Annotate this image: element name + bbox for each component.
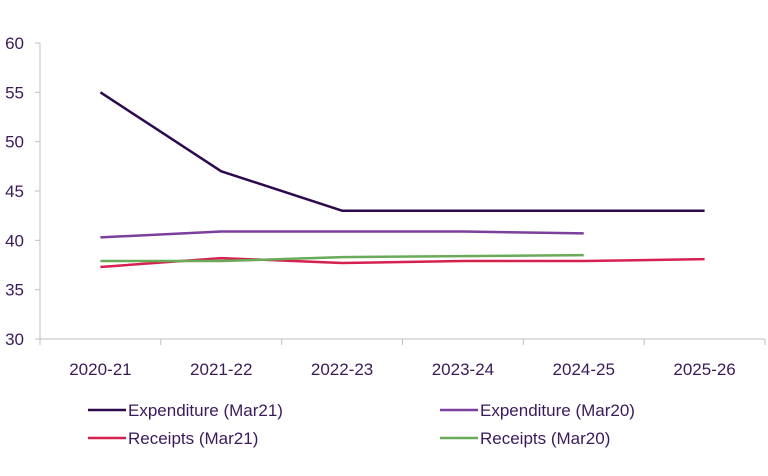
y-tick-label: 45 [5, 182, 24, 201]
x-tick-label: 2024-25 [553, 360, 615, 379]
legend-label: Expenditure (Mar20) [480, 401, 635, 420]
y-tick-label: 40 [5, 231, 24, 250]
series-line-2 [100, 258, 704, 267]
legend-item: Expenditure (Mar20) [440, 401, 635, 420]
series-line-0 [100, 92, 704, 210]
x-tick-label: 2021-22 [190, 360, 252, 379]
legend-label: Expenditure (Mar21) [128, 401, 283, 420]
x-tick-label: 2022-23 [311, 360, 373, 379]
y-tick-label: 60 [5, 34, 24, 53]
series-lines [100, 92, 704, 267]
x-tick-label: 2023-24 [432, 360, 494, 379]
series-line-1 [100, 231, 583, 237]
y-tick-label: 55 [5, 83, 24, 102]
legend-item: Expenditure (Mar21) [88, 401, 283, 420]
legend-item: Receipts (Mar20) [440, 429, 610, 448]
x-tick-label: 2020-21 [69, 360, 131, 379]
x-tick-label: 2025-26 [673, 360, 735, 379]
y-tick-label: 30 [5, 330, 24, 349]
axes: 30 35 40 45 50 55 60 2020-21 2021-22 2022-23 2023-… [5, 34, 765, 379]
legend-label: Receipts (Mar20) [480, 429, 610, 448]
legend-label: Receipts (Mar21) [128, 429, 258, 448]
y-tick-label: 50 [5, 133, 24, 152]
y-tick-label: 35 [5, 281, 24, 300]
legend: Expenditure (Mar21) Expenditure (Mar20) Re… [88, 401, 635, 448]
legend-item: Receipts (Mar21) [88, 429, 258, 448]
